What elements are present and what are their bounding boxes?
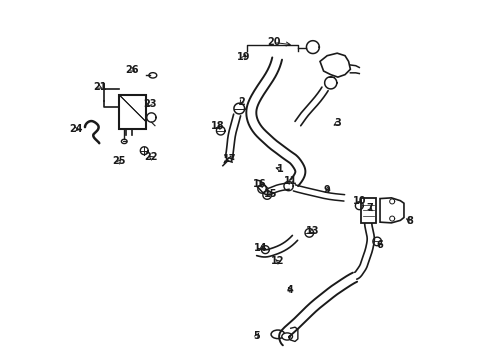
Text: 4: 4	[287, 285, 294, 295]
Text: 18: 18	[211, 121, 224, 131]
Ellipse shape	[271, 330, 285, 339]
Polygon shape	[320, 53, 350, 77]
Text: 10: 10	[353, 196, 366, 206]
Text: 24: 24	[70, 124, 83, 134]
Ellipse shape	[149, 73, 157, 78]
Text: 6: 6	[377, 240, 383, 250]
Text: 19: 19	[237, 53, 251, 63]
Text: 17: 17	[223, 154, 236, 164]
Text: 14: 14	[254, 243, 268, 253]
Text: 25: 25	[113, 157, 126, 166]
Text: 21: 21	[93, 82, 106, 92]
Ellipse shape	[282, 333, 293, 340]
Text: 12: 12	[271, 256, 285, 266]
Ellipse shape	[122, 139, 127, 144]
Text: 9: 9	[324, 185, 331, 195]
Text: 5: 5	[253, 331, 260, 341]
Text: 11: 11	[284, 176, 297, 186]
Text: 15: 15	[264, 189, 277, 199]
Polygon shape	[380, 198, 404, 223]
Text: 20: 20	[267, 37, 281, 48]
Text: 8: 8	[406, 216, 413, 226]
Text: 13: 13	[306, 226, 319, 236]
Text: 2: 2	[238, 97, 245, 107]
Bar	[119, 95, 146, 129]
Text: 1: 1	[277, 164, 284, 174]
Bar	[361, 198, 376, 222]
Text: 3: 3	[335, 118, 341, 128]
Text: 26: 26	[126, 65, 139, 75]
Text: 22: 22	[144, 153, 158, 162]
Text: 7: 7	[366, 203, 373, 213]
Text: 23: 23	[143, 99, 156, 109]
Text: 16: 16	[252, 179, 266, 189]
